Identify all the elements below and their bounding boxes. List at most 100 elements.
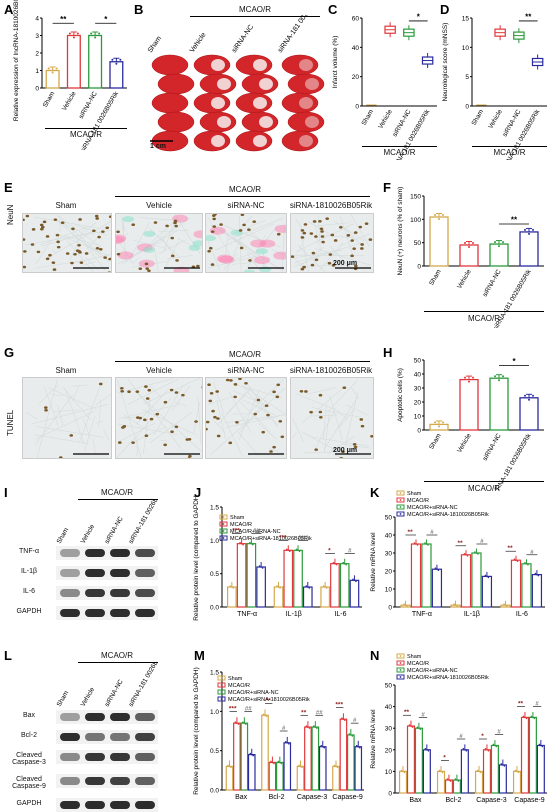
stained-nucleus: [30, 243, 35, 246]
sig-label: ##: [316, 710, 323, 716]
tissue-texture: [239, 215, 242, 272]
stained-nucleus: [360, 424, 365, 428]
legend-marker: [220, 677, 223, 679]
data-point: [358, 746, 361, 749]
bar: [490, 744, 499, 794]
sig-label: **: [266, 697, 272, 704]
stained-nucleus: [120, 386, 124, 390]
tissue-texture: [69, 226, 86, 262]
infarct-area: [253, 97, 267, 109]
stained-nucleus: [276, 232, 281, 236]
x-tick-label: Sham: [361, 109, 376, 127]
y-tick-label: 0.5: [210, 748, 219, 755]
y-tick-label: 40: [352, 45, 360, 52]
tissue-texture: [317, 222, 351, 226]
stained-nucleus: [331, 264, 336, 267]
data-point: [442, 214, 444, 216]
legend-swatch: [217, 675, 226, 681]
legend-label: Sham: [228, 676, 243, 682]
data-point: [454, 604, 457, 606]
x-tick-label: Vehicle: [377, 108, 394, 130]
bar: [471, 552, 482, 608]
legend-swatch: [219, 514, 228, 520]
data-point: [321, 745, 324, 748]
tissue-texture: [149, 385, 162, 398]
stained-nucleus: [120, 389, 125, 393]
stained-nucleus: [23, 265, 27, 269]
data-point: [314, 726, 317, 728]
infarct-area: [299, 97, 313, 109]
column-label: Sham: [147, 35, 163, 54]
legend-label: Sham: [407, 491, 422, 497]
sig-label: ***: [335, 701, 343, 708]
data-point: [403, 603, 405, 605]
data-point: [404, 604, 407, 606]
infarct-area: [211, 59, 225, 71]
data-point: [232, 587, 235, 589]
stained-nucleus: [320, 230, 324, 233]
micrograph-g-vehicle: [115, 377, 203, 459]
data-point: [323, 746, 326, 749]
legend-label: MCAO/R: [228, 683, 250, 689]
bar: [431, 568, 443, 608]
data-point: [525, 563, 528, 565]
legend-label: MCAO/R+siRNA-NC: [230, 529, 281, 535]
legend-marker: [220, 698, 223, 700]
y-tick-label: 10: [462, 45, 470, 52]
tissue-texture: [292, 417, 304, 443]
header-sirna-g: siRNA-1810026B05Rik: [289, 366, 373, 375]
data-point: [536, 573, 538, 576]
y-axis-label: Relative protein level (compared to GAPD…: [193, 495, 200, 621]
stained-nucleus: [325, 217, 329, 220]
bar: [429, 216, 449, 267]
tissue-texture: [300, 232, 309, 272]
tissue-texture: [301, 431, 337, 452]
bar: [421, 543, 432, 608]
y-tick-label: 50: [385, 515, 393, 522]
infarct-area: [217, 116, 231, 128]
tissue-texture: [65, 389, 85, 444]
stained-nucleus: [228, 441, 233, 445]
bar: [519, 397, 539, 431]
stained-nucleus: [173, 219, 178, 223]
blot-band: [135, 801, 155, 809]
y-tick-label: 20: [414, 400, 422, 407]
tissue-texture: [306, 387, 337, 395]
data-point: [236, 722, 238, 724]
tissue-background: [23, 378, 111, 458]
blot-band: [60, 753, 80, 761]
stained-nucleus: [36, 250, 41, 254]
y-tick-label: 50: [414, 240, 422, 247]
data-point: [538, 743, 541, 746]
data-point: [516, 770, 518, 773]
stained-nucleus: [333, 239, 338, 242]
stained-nucleus: [314, 448, 318, 451]
header-nc-g: siRNA-NC: [227, 366, 265, 375]
tissue-texture: [118, 423, 179, 436]
stained-nucleus: [44, 408, 48, 412]
data-point: [115, 62, 118, 65]
data-point: [119, 58, 122, 61]
sig-label: ##: [245, 706, 252, 712]
data-point: [416, 726, 419, 728]
tissue-texture: [295, 249, 342, 259]
data-point: [474, 551, 476, 553]
blot-row: [56, 730, 158, 744]
x-tick-label: siRNA-181 0026B05Rik: [80, 90, 121, 150]
tissue-texture: [116, 379, 142, 458]
stained-nucleus: [314, 235, 318, 238]
data-point: [285, 548, 288, 551]
bar: [460, 554, 472, 608]
header-nc-e: siRNA-NC: [227, 201, 265, 210]
panel-h-chart: 0 10 20 30 40 50 Apoptotic cells (%) Sham Vehicl…: [397, 357, 544, 490]
tissue-texture: [241, 399, 275, 416]
data-point: [350, 734, 352, 736]
y-tick-label: 0: [465, 104, 469, 111]
tissue-texture: [238, 399, 267, 435]
blot-band: [85, 713, 105, 721]
tissue-texture: [326, 380, 358, 414]
tissue-texture: [221, 412, 243, 457]
stain-artifact: [243, 269, 256, 272]
blot-band: [85, 549, 105, 557]
data-point: [301, 766, 303, 769]
